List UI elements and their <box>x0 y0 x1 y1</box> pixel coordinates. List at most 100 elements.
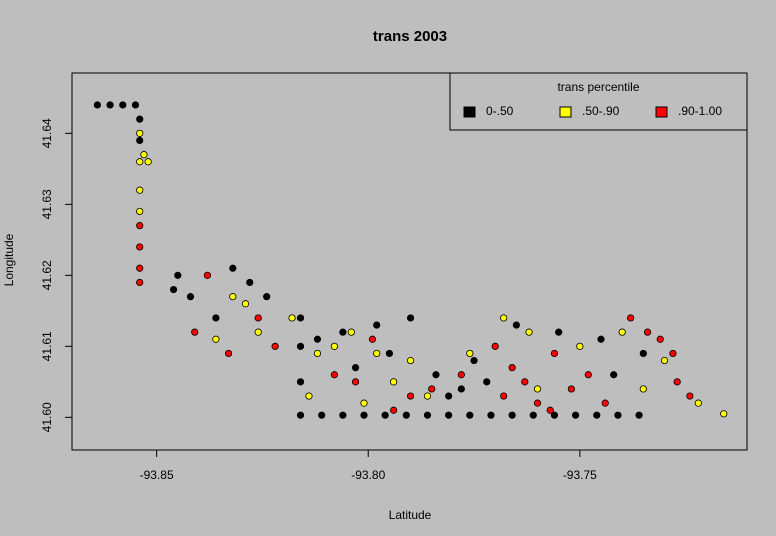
point <box>508 364 516 372</box>
point <box>694 399 702 407</box>
point <box>288 314 296 322</box>
point <box>330 371 338 379</box>
point <box>402 411 410 419</box>
point <box>643 328 652 336</box>
chart-title: trans 2003 <box>373 28 447 45</box>
point <box>500 314 508 322</box>
point <box>373 321 381 329</box>
point <box>572 411 580 419</box>
point <box>296 342 305 350</box>
point <box>466 349 474 358</box>
point <box>720 410 728 418</box>
point <box>660 356 669 365</box>
point <box>618 328 626 336</box>
x-tick-label: -93.75 <box>563 468 597 482</box>
point <box>445 392 453 400</box>
point <box>271 342 279 350</box>
x-tick-label: -93.85 <box>140 468 174 482</box>
y-axis-label: Longitude <box>2 233 16 286</box>
y-tick-label: 41.63 <box>40 189 54 219</box>
point <box>212 335 220 343</box>
legend-swatch <box>655 106 668 118</box>
point <box>601 399 609 407</box>
y-tick-label: 41.60 <box>40 402 54 432</box>
point <box>360 399 368 407</box>
point <box>487 411 495 419</box>
point <box>432 371 440 379</box>
point <box>500 392 508 400</box>
point <box>512 321 520 329</box>
point <box>241 300 250 308</box>
point <box>555 328 563 336</box>
point <box>533 385 542 393</box>
point <box>546 406 554 414</box>
point <box>305 392 313 400</box>
point <box>406 314 415 322</box>
legend-box <box>449 72 748 131</box>
point <box>174 271 182 279</box>
legend-title: trans percentile <box>557 80 639 94</box>
point <box>136 278 144 287</box>
point <box>669 349 677 358</box>
point <box>457 371 465 379</box>
point <box>212 314 220 322</box>
point <box>229 293 237 301</box>
legend-swatch <box>463 106 476 118</box>
point <box>466 411 474 419</box>
point <box>144 158 152 166</box>
point <box>254 328 262 336</box>
point <box>360 411 368 419</box>
point <box>136 158 144 166</box>
point <box>296 314 305 322</box>
point <box>614 411 622 419</box>
point <box>296 378 305 386</box>
point <box>347 328 355 336</box>
point <box>457 385 465 393</box>
point <box>191 328 199 336</box>
point <box>368 335 377 343</box>
point <box>406 356 415 365</box>
legend-label: .50-.90 <box>582 104 620 118</box>
point <box>550 349 559 358</box>
point <box>373 349 381 358</box>
point <box>136 264 144 272</box>
point <box>203 271 212 279</box>
point <box>597 335 605 343</box>
y-tick-label: 41.62 <box>40 260 54 290</box>
point <box>246 278 254 287</box>
point <box>576 342 584 350</box>
point <box>423 411 432 419</box>
point <box>296 411 305 419</box>
point <box>445 411 453 419</box>
point <box>136 115 144 123</box>
point <box>136 243 144 251</box>
point <box>313 335 322 343</box>
point <box>521 378 529 386</box>
point <box>263 293 271 301</box>
point <box>254 314 262 322</box>
point <box>224 349 233 358</box>
point <box>627 314 635 322</box>
point <box>533 399 542 407</box>
point <box>106 101 114 109</box>
point <box>339 328 347 336</box>
point <box>381 411 389 419</box>
point <box>428 385 436 393</box>
point <box>351 364 360 372</box>
point <box>131 101 140 109</box>
point <box>318 411 326 419</box>
point <box>330 342 338 350</box>
legend-label: 0-.50 <box>486 104 514 118</box>
point <box>136 136 144 145</box>
legend-swatch <box>559 106 572 118</box>
point <box>339 411 347 419</box>
point <box>656 335 664 343</box>
point <box>229 264 237 272</box>
point <box>584 371 592 379</box>
point <box>136 129 144 137</box>
point <box>673 378 681 386</box>
point <box>423 392 432 400</box>
point <box>169 285 178 294</box>
